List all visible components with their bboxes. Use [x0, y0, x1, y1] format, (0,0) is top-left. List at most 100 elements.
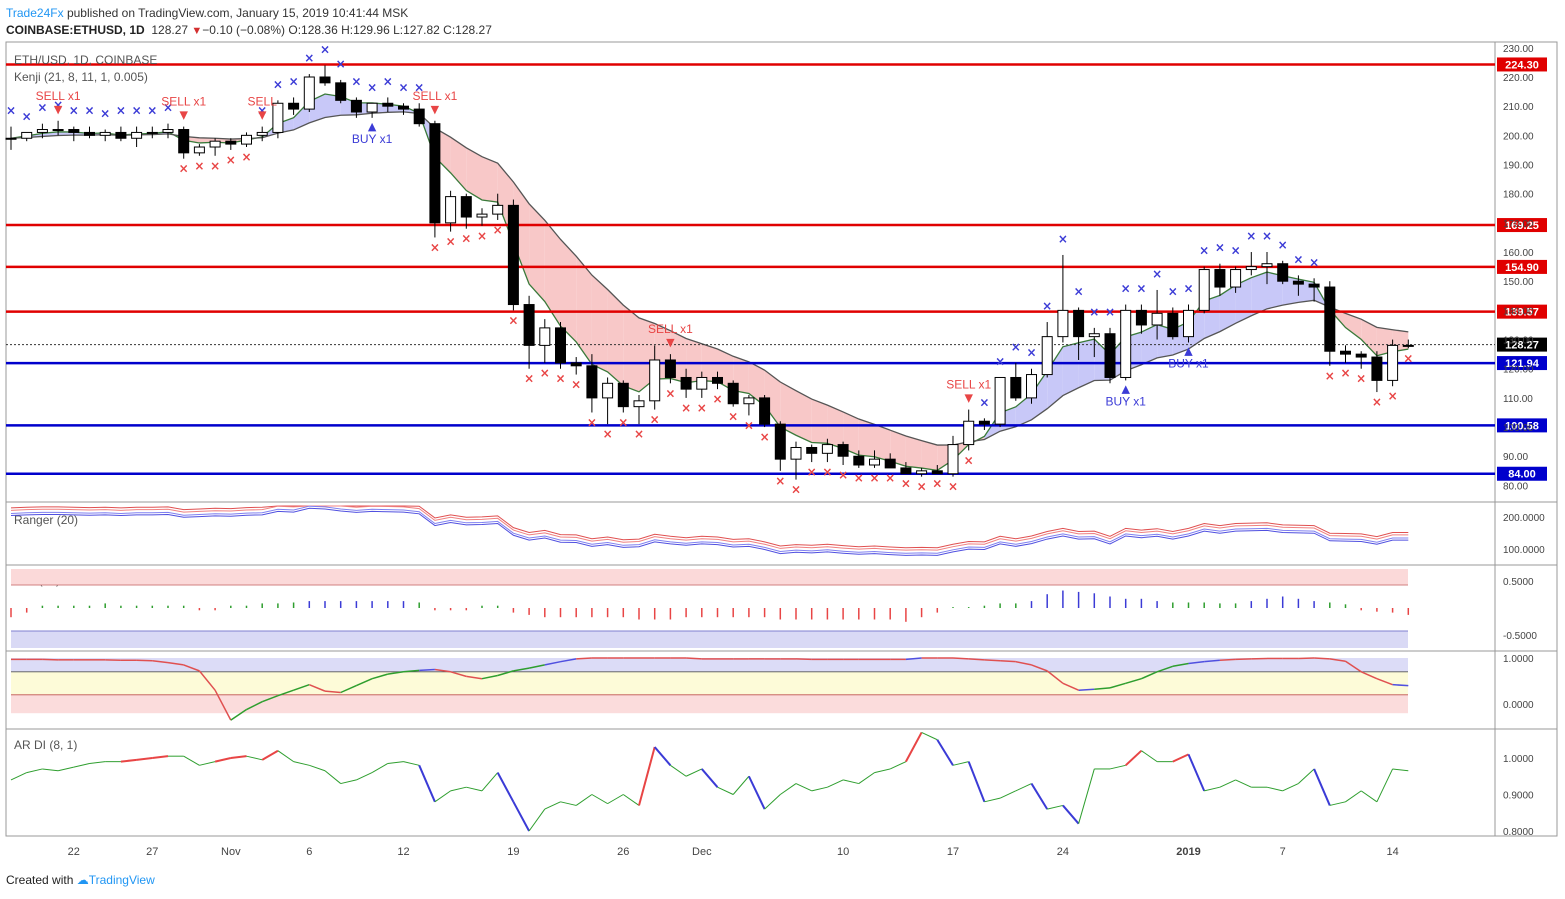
ardi-line-segment: [403, 761, 420, 766]
candle-body: [978, 420, 990, 425]
signal-x-marker: ×: [446, 235, 456, 249]
tdi-line-segment: [1329, 658, 1346, 662]
x-axis-label: 7: [1280, 846, 1286, 858]
ardi-line-segment: [1298, 768, 1315, 784]
ardi-line-segment: [544, 801, 561, 810]
ardi-line-segment: [1345, 790, 1362, 803]
ardi-line-segment: [1125, 749, 1143, 767]
candle-body: [288, 102, 300, 110]
ardi-line-segment: [575, 794, 593, 806]
ardi-line-segment: [811, 786, 828, 792]
candle-body: [398, 105, 409, 110]
candle-body: [1371, 356, 1383, 381]
tdi-line-segment: [576, 657, 592, 660]
signal-x-marker: ×: [1011, 340, 1021, 354]
ardi-line-segment: [371, 763, 389, 774]
candle-body: [193, 146, 205, 154]
author-link[interactable]: Trade24Fx: [6, 6, 64, 20]
kenji-cloud-segment: [921, 440, 938, 471]
candle-body: [539, 327, 551, 346]
tdi-line-segment: [183, 664, 200, 672]
ardi-line-segment: [246, 755, 263, 761]
ardi-line-segment: [952, 761, 969, 766]
signal-x-marker: ×: [869, 471, 879, 485]
sell-signal-label: SELL x1: [946, 378, 991, 392]
kenji-cloud-segment: [764, 370, 781, 428]
kenji-cloud-segment: [1141, 324, 1158, 365]
signal-x-marker: ×: [917, 480, 927, 494]
tradingview-link[interactable]: TradingView: [88, 873, 155, 887]
publish-line: Trade24Fx published on TradingView.com, …: [6, 5, 492, 22]
candle-body: [507, 204, 519, 306]
signal-x-marker: ×: [116, 104, 126, 118]
x-axis-label: 2019: [1176, 846, 1200, 858]
tdi-line-segment: [1046, 670, 1064, 684]
support-level-label: 121.94: [1505, 358, 1540, 370]
signal-x-marker: ×: [210, 159, 220, 173]
signal-x-marker: ×: [304, 51, 314, 65]
support-level-tag: [1497, 418, 1547, 433]
price-tick-label: 160.00: [1503, 248, 1534, 259]
tdi-line-segment: [1360, 671, 1378, 680]
candle-body: [555, 327, 566, 364]
candle-body: [680, 376, 692, 390]
candle-body: [1387, 344, 1399, 381]
tdi-line-segment: [293, 683, 310, 691]
candle-body: [162, 129, 174, 133]
candle-body: [602, 382, 614, 399]
ardi-line-segment: [120, 758, 137, 763]
candle-body: [837, 444, 849, 457]
ardi-line-segment: [717, 786, 734, 795]
ardi-line-segment: [512, 801, 530, 832]
signal-x-marker: ×: [1309, 255, 1319, 269]
candle-body: [241, 134, 252, 145]
candle-body: [570, 362, 582, 367]
sell-arrow-icon: ▼: [258, 109, 267, 122]
kenji-cloud-segment: [544, 220, 561, 327]
x-axis-label: Dec: [692, 846, 712, 858]
ardi-line-segment: [1219, 779, 1236, 788]
tdi-line-segment: [560, 658, 577, 663]
price-tick-label: 120.00: [1503, 365, 1534, 376]
signal-x-marker: ×: [336, 57, 346, 71]
sell-arrow-icon: ▼: [964, 392, 973, 405]
candle-body: [1120, 309, 1132, 378]
candle-body: [1308, 283, 1320, 288]
candle-body: [272, 102, 284, 133]
signal-x-marker: ×: [618, 415, 628, 429]
symbol-label: COINBASE:ETHUSD, 1D: [6, 23, 145, 37]
x-axis-label: 12: [397, 846, 409, 858]
sell-arrow-icon: ▼: [54, 103, 63, 116]
ardi-line-segment: [1141, 750, 1158, 763]
candle-body: [1261, 263, 1273, 268]
candle-body: [1292, 280, 1304, 285]
candle-body: [916, 470, 928, 475]
candle-body: [492, 204, 504, 215]
candle-body: [1183, 309, 1194, 338]
tdi-line-segment: [152, 660, 169, 664]
signal-x-marker: ×: [1042, 299, 1052, 313]
candle-body: [1041, 336, 1053, 376]
tdi-line-segment: [686, 657, 702, 660]
signal-x-marker: ×: [383, 74, 393, 88]
price-tick-label: 150.00: [1503, 277, 1534, 288]
signal-x-marker: ×: [964, 453, 974, 467]
ardi-line-segment: [1329, 801, 1346, 806]
tdi-line-segment: [1188, 660, 1205, 665]
signal-x-marker: ×: [508, 313, 518, 327]
price-tick-label: 190.00: [1503, 161, 1534, 172]
kenji-cloud-segment: [686, 338, 702, 383]
ohlc-line: COINBASE:ETHUSD, 1D 128.27 ▼−0.10 (−0.08…: [6, 22, 492, 40]
signal-x-marker: ×: [1105, 305, 1115, 319]
ardi-line-segment: [230, 755, 247, 759]
chart-title: ETH/USD, 1D, COINBASE: [14, 53, 157, 67]
resistance-level-tag: [1497, 259, 1547, 274]
candle-body: [947, 444, 959, 475]
buy-arrow-icon: ▲: [1121, 382, 1130, 395]
tdi-line-segment: [1156, 665, 1174, 673]
kenji-cloud-segment: [796, 390, 812, 443]
candle-body: [931, 470, 943, 475]
candle-body: [21, 131, 33, 139]
signal-x-marker: ×: [1026, 346, 1036, 360]
